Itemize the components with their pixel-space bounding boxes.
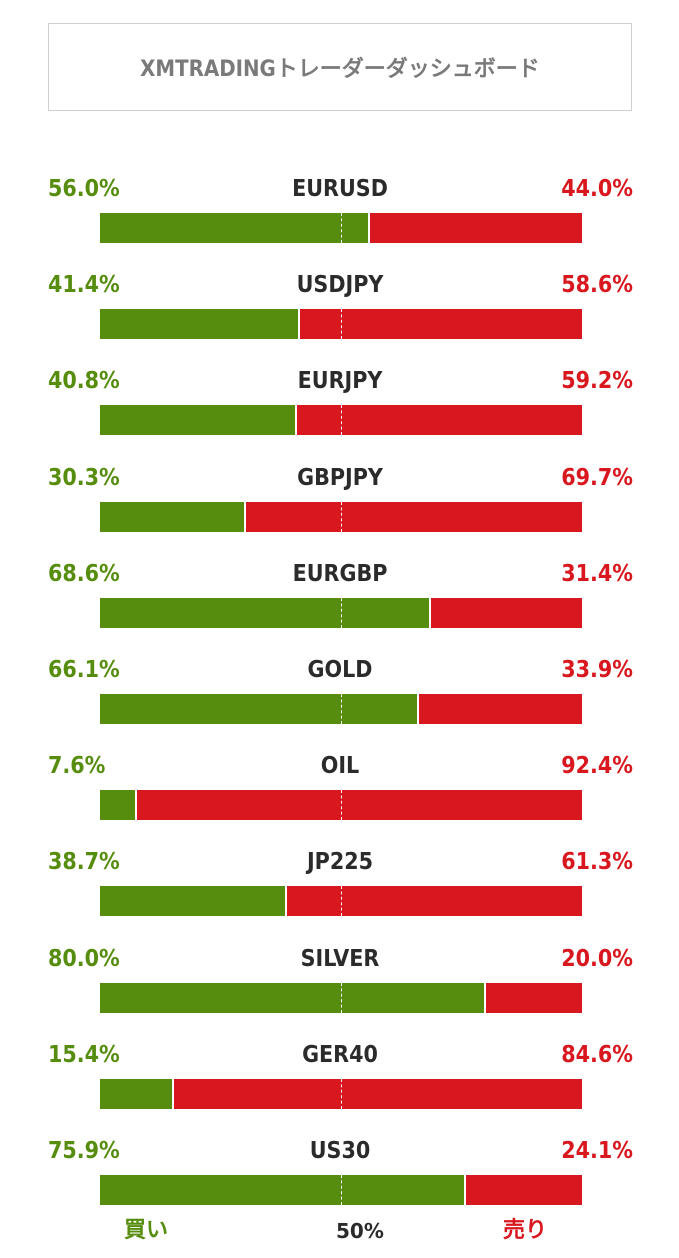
- sell-percent-label: 69.7%: [561, 464, 633, 491]
- buy-bar: [100, 309, 300, 340]
- chart-row-ger40: 15.4% GER40 84.6%: [0, 1040, 679, 1136]
- fifty-percent-line: [341, 1078, 342, 1109]
- fifty-percent-line: [341, 982, 342, 1013]
- fifty-percent-line: [341, 405, 342, 436]
- fifty-percent-line: [341, 790, 342, 821]
- buy-bar: [100, 597, 431, 628]
- symbol-label: SILVER: [300, 945, 380, 972]
- symbol-label: JP225: [306, 849, 374, 876]
- sell-bar: [100, 1175, 582, 1205]
- sell-percent-label: 84.6%: [561, 1041, 633, 1068]
- buy-bar: [100, 694, 419, 724]
- buy-percent-label: 68.6%: [48, 560, 120, 587]
- fifty-percent-line: [341, 309, 342, 340]
- buy-percent-label: 80.0%: [48, 945, 120, 972]
- buy-bar: [100, 213, 370, 243]
- buy-percent-label: 66.1%: [48, 657, 120, 683]
- buy-percent-label: 15.4%: [48, 1041, 120, 1068]
- buy-percent-label: 7.6%: [48, 753, 106, 780]
- buy-percent-label: 30.3%: [48, 464, 120, 491]
- fifty-percent-line: [341, 597, 342, 628]
- symbol-label: EURJPY: [297, 368, 383, 395]
- symbol-label: USDJPY: [296, 272, 384, 299]
- title-box: XMTRADINGトレーダーダッシュボード: [48, 23, 632, 111]
- symbol-label: EURUSD: [292, 176, 388, 202]
- buy-bar: [100, 1175, 466, 1205]
- buy-percent-label: 41.4%: [48, 272, 120, 299]
- sell-bar: [100, 405, 582, 436]
- buy-bar: [100, 790, 137, 821]
- buy-percent-label: 56.0%: [48, 176, 120, 202]
- buy-percent-label: 40.8%: [48, 368, 120, 395]
- chart-row-gbpjpy: 30.3% GBPJPY 69.7%: [0, 463, 679, 559]
- sell-percent-label: 20.0%: [561, 945, 633, 972]
- sell-bar: [100, 1078, 582, 1109]
- legend-buy: 買い: [124, 1218, 169, 1243]
- sell-percent-label: 24.1%: [561, 1138, 633, 1164]
- sell-bar: [100, 886, 582, 917]
- sell-bar: [100, 501, 582, 532]
- chart-row-eurgbp: 68.6% EURGBP 31.4%: [0, 559, 679, 655]
- buy-bar: [100, 982, 486, 1013]
- sell-bar: [100, 597, 582, 628]
- buy-bar: [100, 405, 297, 436]
- chart-row-us30: 75.9% US30 24.1%: [0, 1136, 679, 1232]
- chart-row-gold: 66.1% GOLD 33.9%: [0, 655, 679, 751]
- chart-row-eurusd: 56.0% EURUSD 44.0%: [0, 174, 679, 270]
- buy-bar: [100, 1078, 174, 1109]
- symbol-label: GER40: [302, 1041, 378, 1068]
- buy-bar: [100, 886, 287, 917]
- chart-row-silver: 80.0% SILVER 20.0%: [0, 944, 679, 1040]
- buy-percent-label: 38.7%: [48, 849, 120, 876]
- chart-row-oil: 7.6% OIL 92.4%: [0, 751, 679, 847]
- sell-percent-label: 92.4%: [561, 753, 633, 780]
- fifty-percent-line: [341, 694, 342, 724]
- fifty-percent-line: [341, 213, 342, 243]
- sell-percent-label: 31.4%: [561, 560, 633, 587]
- fifty-percent-line: [341, 501, 342, 532]
- page-title: XMTRADINGトレーダーダッシュボード: [140, 57, 540, 82]
- symbol-label: US30: [309, 1138, 371, 1164]
- buy-bar: [100, 501, 246, 532]
- chart-row-jp225: 38.7% JP225 61.3%: [0, 847, 679, 943]
- sell-percent-label: 59.2%: [561, 368, 633, 395]
- sell-bar: [100, 309, 582, 340]
- chart-row-eurjpy: 40.8% EURJPY 59.2%: [0, 366, 679, 462]
- sell-bar: [100, 694, 582, 724]
- chart-row-usdjpy: 41.4% USDJPY 58.6%: [0, 270, 679, 366]
- buy-percent-label: 75.9%: [48, 1138, 120, 1164]
- sell-percent-label: 61.3%: [561, 849, 633, 876]
- symbol-label: EURGBP: [292, 560, 388, 587]
- sell-percent-label: 44.0%: [561, 176, 633, 202]
- sell-bar: [100, 213, 582, 243]
- symbol-label: GOLD: [307, 657, 373, 683]
- sell-percent-label: 33.9%: [561, 657, 633, 683]
- sell-percent-label: 58.6%: [561, 272, 633, 299]
- legend-sell: 売り: [503, 1218, 548, 1243]
- symbol-label: GBPJPY: [297, 464, 383, 491]
- sell-bar: [100, 790, 582, 821]
- fifty-percent-line: [341, 1175, 342, 1205]
- sell-bar: [100, 982, 582, 1013]
- legend-midpoint: 50%: [336, 1219, 384, 1243]
- fifty-percent-line: [341, 886, 342, 917]
- symbol-label: OIL: [320, 753, 360, 780]
